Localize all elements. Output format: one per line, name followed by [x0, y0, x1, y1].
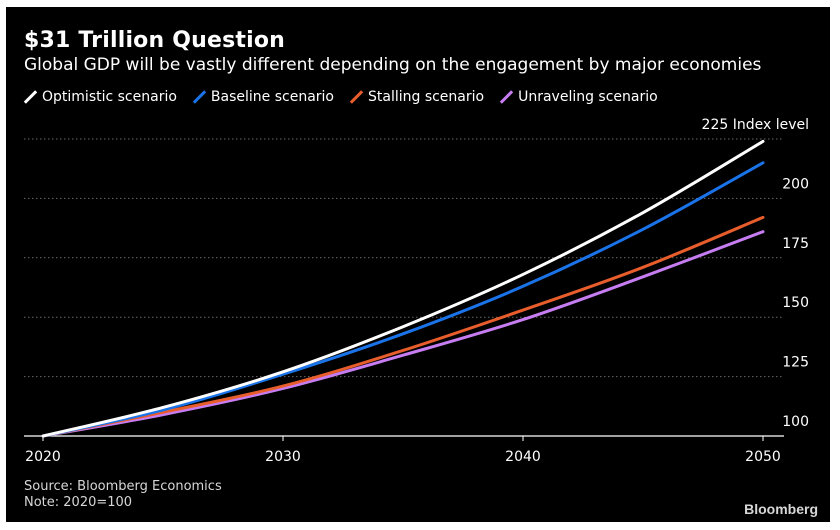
y-tick-label-100: 100 [782, 414, 809, 430]
legend-item-optimistic: Optimistic scenario [24, 89, 177, 105]
y-tick-label-125: 125 [782, 355, 809, 371]
line-chart: 100 125 150 175 200 225 Index level 2020 2030 20… [24, 117, 809, 465]
y-tick-label-225: 225 Index level [702, 117, 809, 133]
legend-label-unraveling: Unraveling scenario [518, 89, 658, 105]
series-line-baseline-scenario [41, 161, 765, 438]
chart-subtitle: Global GDP will be vastly different depe… [24, 55, 762, 75]
series-line-stalling-scenario [41, 215, 765, 438]
source-note: Source: Bloomberg Economics [24, 479, 222, 494]
x-tick-label-2050: 2050 [745, 449, 781, 465]
y-tick-label-175: 175 [782, 236, 809, 252]
series-line-optimistic-scenario [41, 139, 765, 438]
chart-frame: $31 Trillion Question Global GDP will be… [6, 7, 830, 522]
legend-item-stalling: Stalling scenario [350, 89, 484, 105]
x-tick-label-2020: 2020 [25, 449, 61, 465]
footer: Source: Bloomberg Economics Note: 2020=1… [24, 479, 222, 511]
legend-item-baseline: Baseline scenario [193, 89, 334, 105]
legend-label-stalling: Stalling scenario [367, 89, 485, 105]
x-tick-label-2030: 2030 [265, 449, 301, 465]
x-tick-label-2040: 2040 [505, 449, 541, 465]
brand-logo: Bloomberg [744, 501, 818, 517]
index-note: Note: 2020=100 [24, 495, 133, 510]
legend-label-optimistic: Optimistic scenario [42, 89, 177, 105]
y-tick-label-200: 200 [782, 176, 809, 192]
y-tick-label-150: 150 [782, 295, 809, 311]
chart-title: $31 Trillion Question [24, 28, 286, 53]
legend-item-unraveling: Unraveling scenario [500, 89, 658, 105]
legend-label-baseline: Baseline scenario [210, 89, 334, 105]
series-line-unraveling-scenario [41, 230, 765, 438]
legend: Optimistic scenario Baseline scenario St… [24, 89, 658, 105]
